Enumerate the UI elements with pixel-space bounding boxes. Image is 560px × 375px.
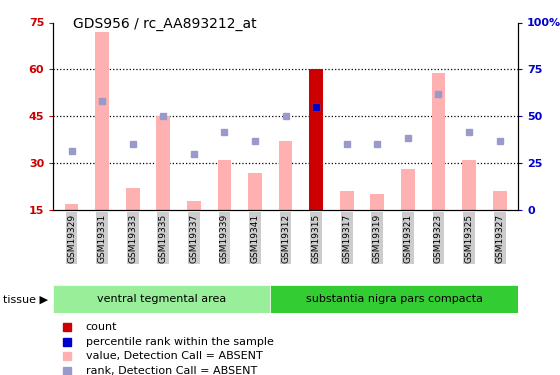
Bar bbox=[156, 116, 170, 210]
Bar bbox=[126, 188, 139, 210]
Text: ventral tegmental area: ventral tegmental area bbox=[97, 294, 226, 304]
Text: GSM19323: GSM19323 bbox=[434, 214, 443, 263]
Bar bbox=[64, 204, 78, 210]
Text: GSM19339: GSM19339 bbox=[220, 214, 229, 263]
Text: percentile rank within the sample: percentile rank within the sample bbox=[86, 337, 274, 347]
Bar bbox=[248, 172, 262, 210]
Text: GDS956 / rc_AA893212_at: GDS956 / rc_AA893212_at bbox=[73, 17, 256, 31]
Bar bbox=[279, 141, 292, 210]
Bar bbox=[340, 191, 353, 210]
Text: GSM19312: GSM19312 bbox=[281, 214, 290, 263]
Text: GSM19333: GSM19333 bbox=[128, 214, 137, 263]
Text: tissue ▶: tissue ▶ bbox=[3, 294, 48, 304]
Bar bbox=[309, 69, 323, 210]
Text: count: count bbox=[86, 322, 117, 332]
Text: GSM19341: GSM19341 bbox=[250, 214, 259, 263]
Text: GSM19315: GSM19315 bbox=[312, 214, 321, 263]
Text: GSM19317: GSM19317 bbox=[342, 214, 351, 263]
Text: GSM19335: GSM19335 bbox=[159, 214, 168, 263]
Bar bbox=[493, 191, 507, 210]
Text: GSM19337: GSM19337 bbox=[189, 214, 198, 263]
Text: rank, Detection Call = ABSENT: rank, Detection Call = ABSENT bbox=[86, 366, 257, 375]
Text: GSM19331: GSM19331 bbox=[97, 214, 106, 263]
Bar bbox=[462, 160, 476, 210]
Text: GSM19327: GSM19327 bbox=[495, 214, 504, 263]
Text: GSM19321: GSM19321 bbox=[403, 214, 412, 263]
Bar bbox=[187, 201, 200, 210]
Bar bbox=[95, 32, 109, 210]
Bar bbox=[371, 194, 384, 210]
Text: substantia nigra pars compacta: substantia nigra pars compacta bbox=[306, 294, 483, 304]
Bar bbox=[432, 72, 445, 210]
Bar bbox=[270, 285, 518, 313]
Text: GSM19319: GSM19319 bbox=[373, 214, 382, 263]
Bar bbox=[218, 160, 231, 210]
Bar bbox=[53, 285, 270, 313]
Bar bbox=[401, 170, 415, 210]
Text: GSM19329: GSM19329 bbox=[67, 214, 76, 263]
Text: value, Detection Call = ABSENT: value, Detection Call = ABSENT bbox=[86, 351, 263, 361]
Text: GSM19325: GSM19325 bbox=[465, 214, 474, 263]
